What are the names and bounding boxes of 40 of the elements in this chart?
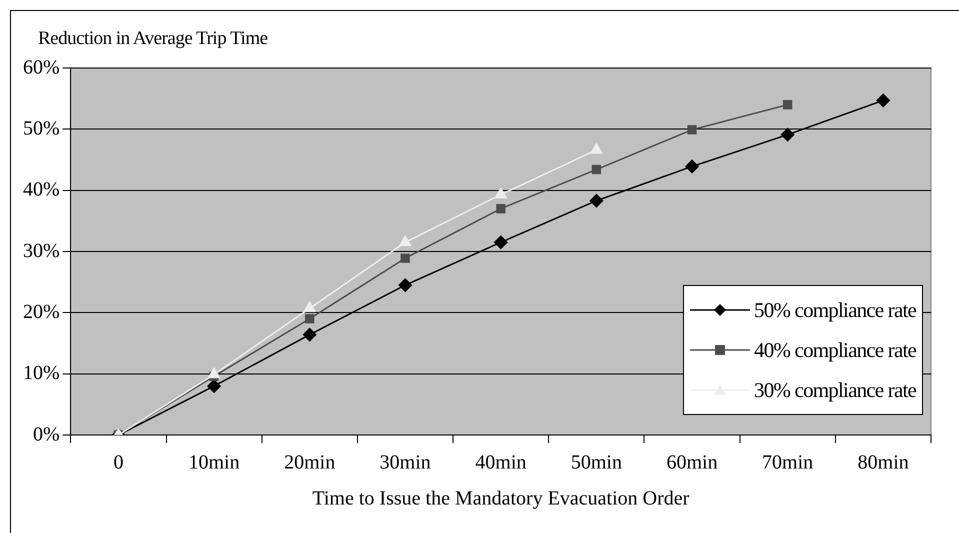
x-tick-label: 10min — [188, 451, 240, 474]
point — [302, 328, 316, 342]
y-tick-label: 30% — [22, 240, 60, 262]
point — [592, 164, 602, 174]
point — [782, 100, 792, 110]
x-tick-label: 50min — [570, 451, 622, 474]
point — [590, 194, 604, 208]
point — [304, 302, 316, 312]
y-tick-label: 40% — [22, 178, 60, 201]
y-tick-label: 10% — [22, 362, 60, 384]
x-tick-label: 80min — [858, 451, 909, 474]
x-tick-label: 20min — [284, 451, 336, 474]
point — [496, 204, 506, 214]
point — [780, 128, 794, 142]
point — [208, 368, 220, 378]
point — [494, 236, 508, 250]
x-tick-label: 0 — [113, 451, 124, 474]
x-tick-label: 40min — [475, 451, 526, 474]
x-tick-label: 60min — [666, 451, 718, 474]
y-tick-label: 0% — [32, 423, 60, 446]
x-tick-label: 30min — [380, 451, 431, 474]
y-tick-label: 20% — [22, 300, 60, 323]
point — [590, 143, 602, 154]
y-axis-title: Reduction in Average Trip Time — [38, 28, 268, 50]
legend-label: 50% compliance rate — [754, 298, 916, 322]
x-tick-label: 70min — [762, 451, 814, 474]
y-tick-label: 60% — [22, 56, 60, 78]
point — [687, 125, 697, 134]
point — [305, 314, 314, 324]
point — [398, 278, 412, 292]
y-tick-label: 50% — [22, 117, 60, 140]
legend-label: 30% compliance rate — [754, 378, 916, 402]
point — [494, 188, 507, 198]
legend-label: 40% compliance rate — [754, 338, 916, 362]
point — [207, 379, 221, 393]
point — [876, 94, 890, 108]
point — [399, 236, 412, 246]
point — [685, 160, 699, 174]
point — [400, 254, 410, 263]
x-axis-title: Time to Issue the Mandatory Evacuation Order — [312, 487, 690, 510]
